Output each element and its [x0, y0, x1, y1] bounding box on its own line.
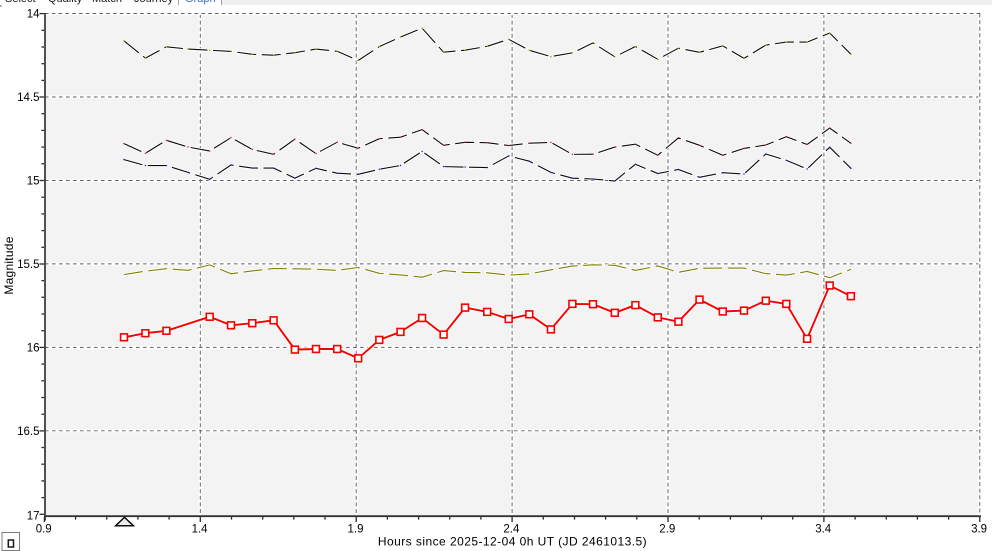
svg-text:1.4: 1.4 — [192, 524, 209, 536]
svg-text:0.9: 0.9 — [36, 524, 52, 536]
svg-text:Magnitude: Magnitude — [2, 236, 16, 294]
svg-text:15: 15 — [27, 176, 40, 188]
svg-text:3.9: 3.9 — [971, 524, 987, 536]
svg-text:2.9: 2.9 — [659, 524, 675, 536]
svg-text:16: 16 — [27, 343, 40, 355]
svg-text:15.5: 15.5 — [17, 259, 39, 271]
svg-text:14.5: 14.5 — [17, 92, 39, 104]
svg-text:1.9: 1.9 — [348, 524, 364, 536]
svg-text:Hours since 2025-12-04 0h UT (: Hours since 2025-12-04 0h UT (JD 2461013… — [378, 534, 647, 548]
svg-text:14: 14 — [27, 9, 40, 21]
svg-text:3.4: 3.4 — [815, 524, 832, 536]
svg-text:2.4: 2.4 — [503, 524, 520, 536]
svg-text:16.5: 16.5 — [17, 426, 39, 438]
svg-text:17: 17 — [27, 511, 40, 523]
